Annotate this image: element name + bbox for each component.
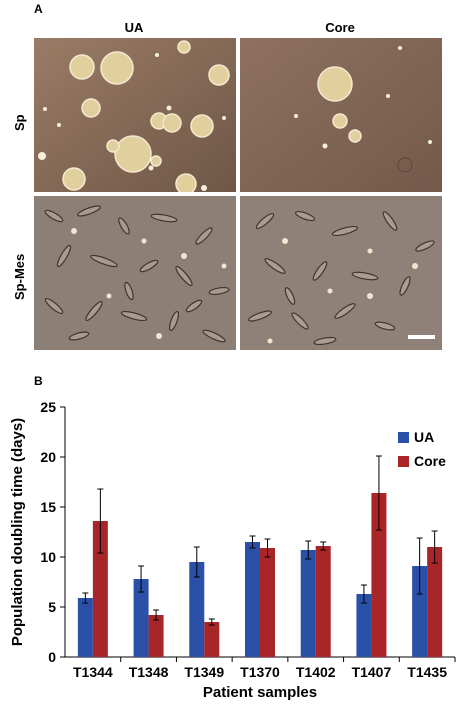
y-tick-label: 5 <box>48 599 56 615</box>
y-axis-label: Population doubling time (days) <box>9 418 26 646</box>
micrograph-ua-sp-mes <box>34 196 236 350</box>
x-tick-label: T1348 <box>129 664 169 680</box>
bar-ua-t1402 <box>300 550 316 657</box>
x-tick-label: T1402 <box>296 664 336 680</box>
x-tick-label: T1407 <box>352 664 392 680</box>
legend-swatch-core <box>398 456 409 467</box>
y-tick-label: 10 <box>40 549 56 565</box>
bar-core-t1407 <box>371 493 387 657</box>
micrograph-core-sp <box>240 38 442 192</box>
y-tick-label: 25 <box>40 399 56 415</box>
legend-label-core: Core <box>414 453 446 469</box>
bar-core-t1435 <box>427 547 443 657</box>
bar-ua-t1370 <box>245 542 260 657</box>
bar-core-t1344 <box>92 521 108 657</box>
bar-core-t1370 <box>260 548 275 657</box>
bar-ua-t1344 <box>77 598 93 657</box>
bar-core-t1349 <box>204 622 220 657</box>
legend-swatch-ua <box>398 432 409 443</box>
x-tick-label: T1370 <box>240 664 280 680</box>
panel-b-label: B <box>34 374 43 388</box>
x-tick-label: T1435 <box>407 664 447 680</box>
micrograph-core-sp-mes <box>240 196 442 350</box>
micrograph-ua-sp <box>34 38 236 192</box>
bar-ua-t1435 <box>412 566 428 657</box>
column-label-ua: UA <box>124 20 144 35</box>
bar-ua-t1348 <box>133 579 149 657</box>
bar-ua-t1349 <box>189 562 205 657</box>
x-tick-label: T1349 <box>184 664 224 680</box>
row-label-sp-mes: Sp-Mes <box>12 253 27 300</box>
row-label-sp: Sp <box>12 114 27 131</box>
x-tick-label: T1344 <box>73 664 113 680</box>
y-tick-label: 15 <box>40 499 56 515</box>
bar-chart: 0 5 10 15 20 25 T1344 T1348 T1349 T1370 T1402 T1407… <box>9 399 456 701</box>
column-label-core: Core <box>325 20 355 35</box>
y-tick-label: 0 <box>48 649 56 665</box>
legend-label-ua: UA <box>414 429 434 445</box>
y-tick-label: 20 <box>40 449 56 465</box>
scale-bar <box>408 335 435 339</box>
bar-core-t1348 <box>148 615 164 657</box>
bar-ua-t1407 <box>356 594 372 657</box>
bar-core-t1402 <box>315 546 331 657</box>
x-axis-label: Patient samples <box>203 684 317 701</box>
panel-a-label: A <box>34 2 43 16</box>
